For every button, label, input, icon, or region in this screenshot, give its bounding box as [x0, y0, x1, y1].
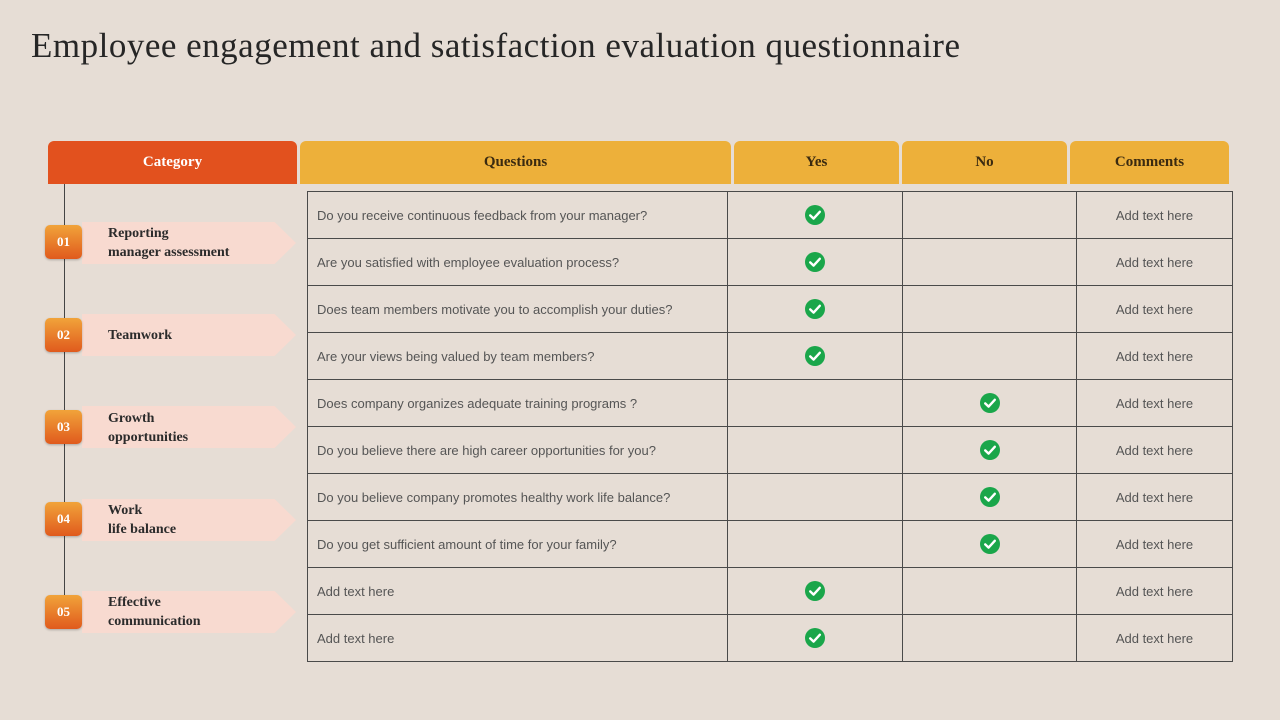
comment-cell: Add text here: [1076, 238, 1233, 286]
comment-cell: Add text here: [1076, 567, 1233, 615]
question-cell: Does team members motivate you to accomp…: [307, 285, 728, 333]
question-cell: Are your views being valued by team memb…: [307, 332, 728, 380]
check-icon: [979, 393, 1000, 413]
yes-cell: [727, 191, 903, 239]
table-row: Add text here Add text here: [307, 567, 1233, 615]
questionnaire-table: Do you receive continuous feedback from …: [307, 191, 1233, 662]
check-icon: [805, 581, 825, 601]
question-cell: Add text here: [307, 567, 728, 615]
category-arrow: [82, 406, 296, 448]
yes-cell: [727, 332, 903, 380]
no-cell: [902, 426, 1077, 474]
page-title: Employee engagement and satisfaction eva…: [31, 26, 961, 65]
table-row: Are your views being valued by team memb…: [307, 332, 1233, 380]
table-row: Does team members motivate you to accomp…: [307, 285, 1233, 333]
question-cell: Do you get sufficient amount of time for…: [307, 520, 728, 568]
category-badge: 01: [45, 225, 82, 259]
yes-cell: [727, 426, 903, 474]
no-cell: [902, 332, 1077, 380]
no-cell: [902, 191, 1077, 239]
comment-cell: Add text here: [1076, 614, 1233, 662]
check-icon: [805, 252, 825, 272]
table-row: Are you satisfied with employee evaluati…: [307, 238, 1233, 286]
table-row: Add text here Add text here: [307, 614, 1233, 662]
question-cell: Are you satisfied with employee evaluati…: [307, 238, 728, 286]
category-label: Effective communication: [108, 595, 201, 629]
yes-cell: [727, 567, 903, 615]
check-icon: [979, 534, 1000, 554]
category-label: Work life balance: [108, 503, 177, 537]
no-cell: [902, 285, 1077, 333]
category-badge: 02: [45, 318, 82, 352]
check-icon: [805, 205, 825, 225]
category-arrow: [82, 591, 296, 633]
category-arrow: [82, 499, 296, 541]
category-label: Growth opportunities: [108, 411, 189, 445]
category-badge: 03: [45, 410, 82, 444]
header-questions: Questions: [300, 141, 731, 184]
question-cell: Do you believe company promotes healthy …: [307, 473, 728, 521]
yes-cell: [727, 473, 903, 521]
yes-cell: [727, 520, 903, 568]
category-arrow: [82, 314, 296, 356]
category-arrow: [82, 222, 296, 264]
category-badge: 05: [45, 595, 82, 629]
comment-cell: Add text here: [1076, 426, 1233, 474]
header-yes: Yes: [734, 141, 899, 184]
table-row: Do you get sufficient amount of time for…: [307, 520, 1233, 568]
comment-cell: Add text here: [1076, 332, 1233, 380]
comment-cell: Add text here: [1076, 520, 1233, 568]
question-cell: Add text here: [307, 614, 728, 662]
yes-cell: [727, 379, 903, 427]
table-row: Do you believe company promotes healthy …: [307, 473, 1233, 521]
no-cell: [902, 614, 1077, 662]
no-cell: [902, 567, 1077, 615]
yes-cell: [727, 614, 903, 662]
check-icon: [805, 628, 825, 648]
check-icon: [805, 299, 825, 319]
table-row: Do you believe there are high career opp…: [307, 426, 1233, 474]
table-row: Does company organizes adequate training…: [307, 379, 1233, 427]
table-row: Do you receive continuous feedback from …: [307, 191, 1233, 239]
question-cell: Do you receive continuous feedback from …: [307, 191, 728, 239]
category-label: Teamwork: [108, 328, 173, 343]
check-icon: [979, 487, 1000, 507]
comment-cell: Add text here: [1076, 473, 1233, 521]
comment-cell: Add text here: [1076, 285, 1233, 333]
header-no: No: [902, 141, 1067, 184]
category-timeline: [64, 184, 65, 614]
yes-cell: [727, 238, 903, 286]
check-icon: [805, 346, 825, 366]
category-badge: 04: [45, 502, 82, 536]
yes-cell: [727, 285, 903, 333]
no-cell: [902, 238, 1077, 286]
no-cell: [902, 379, 1077, 427]
header-category: Category: [48, 141, 297, 184]
comment-cell: Add text here: [1076, 191, 1233, 239]
comment-cell: Add text here: [1076, 379, 1233, 427]
no-cell: [902, 473, 1077, 521]
category-label: Reporting manager assessment: [108, 226, 230, 260]
no-cell: [902, 520, 1077, 568]
question-cell: Do you believe there are high career opp…: [307, 426, 728, 474]
check-icon: [979, 440, 1000, 460]
question-cell: Does company organizes adequate training…: [307, 379, 728, 427]
header-comments: Comments: [1070, 141, 1229, 184]
